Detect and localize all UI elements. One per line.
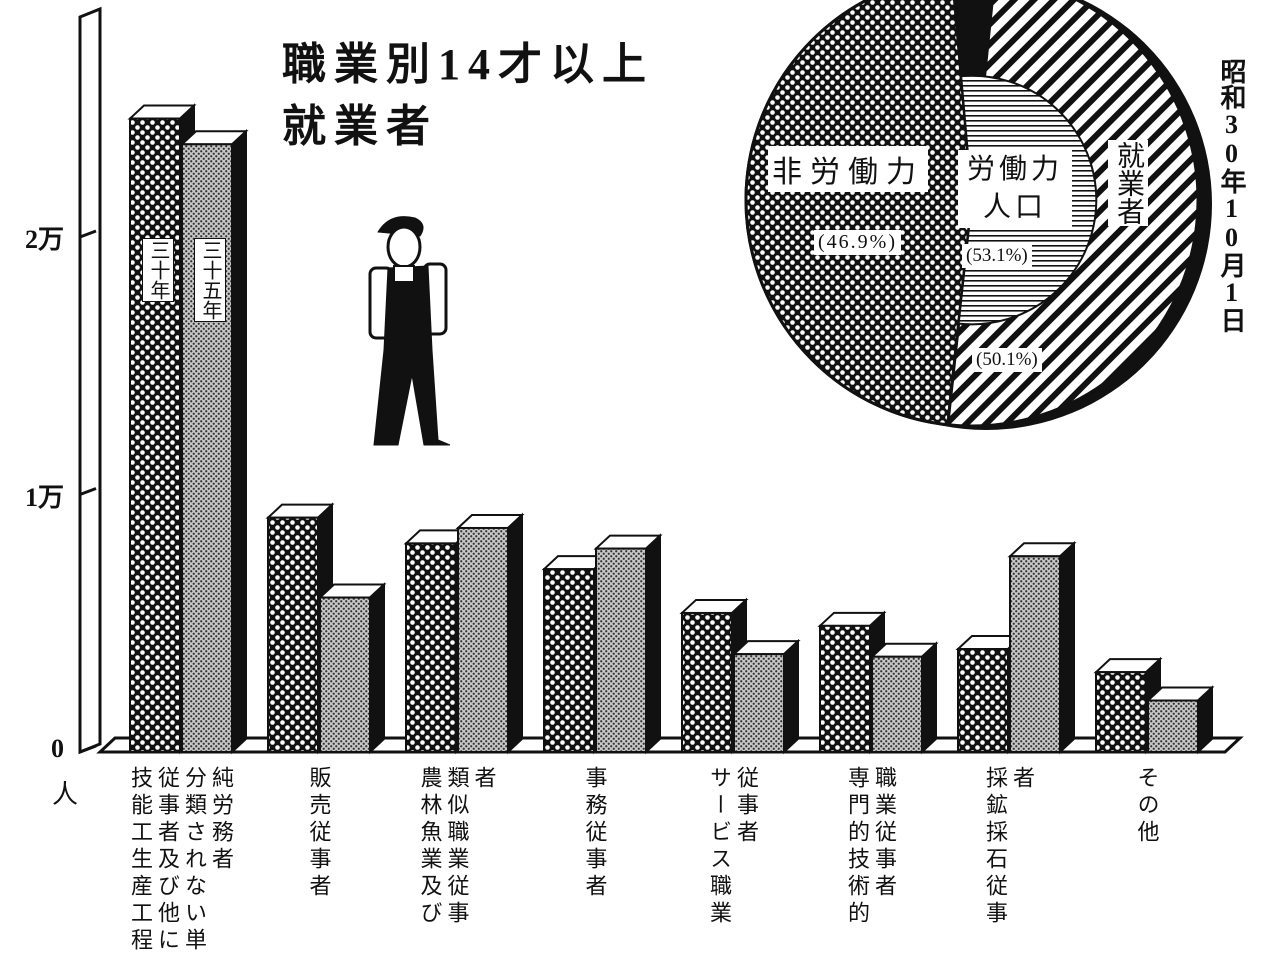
bar xyxy=(819,624,871,754)
bar xyxy=(457,526,509,753)
bar xyxy=(1147,699,1199,753)
bar xyxy=(181,143,233,754)
tick-mark xyxy=(79,744,97,754)
bar xyxy=(733,653,785,754)
x-tick-label: 専門的技術的職業従事者 xyxy=(845,766,897,928)
x-tick-label: 技能工生産工程従事者及び他に分類されない単純労務者 xyxy=(128,766,234,955)
bar xyxy=(1009,555,1061,753)
bar xyxy=(405,542,457,753)
y-tick-label: 2万 xyxy=(24,225,64,254)
date-label: 昭和30年10月1日 xyxy=(1217,58,1246,333)
bar-side xyxy=(369,582,385,755)
legend-label: 三十五年 xyxy=(194,238,226,322)
bar-side xyxy=(645,533,661,755)
legend-label: 三十年 xyxy=(142,238,174,302)
bar-side xyxy=(783,638,799,755)
x-tick-label: 採鉱採石従事者 xyxy=(983,766,1035,928)
bar xyxy=(595,547,647,754)
bar xyxy=(1095,671,1147,753)
x-tick-label: 事務従事者 xyxy=(582,766,608,901)
pie-value-label: (50.1%) xyxy=(972,348,1042,372)
tick-mark xyxy=(79,229,97,239)
bar xyxy=(129,117,181,754)
tick-mark xyxy=(79,487,97,496)
bar xyxy=(267,516,319,753)
pie-slice xyxy=(744,0,974,427)
y-axis-label: 人 xyxy=(52,780,79,809)
bar xyxy=(871,655,923,753)
pie-label: 労働力人口 xyxy=(958,150,1072,228)
bar-side xyxy=(1059,541,1075,755)
bar-side xyxy=(231,129,247,755)
chart-title: 職業別14才以上 xyxy=(282,40,654,89)
x-tick-label: 販売従事者 xyxy=(306,766,332,901)
bar xyxy=(319,596,371,753)
x-tick-label: サービス職業従事者 xyxy=(707,766,759,928)
y-tick-label: 1万 xyxy=(24,482,64,512)
bar-side xyxy=(507,512,523,755)
worker-figure xyxy=(368,216,451,446)
bar-side xyxy=(921,641,937,755)
bar xyxy=(543,568,595,753)
pie-label: 就業者 xyxy=(1108,140,1148,226)
bar xyxy=(957,648,1009,753)
y-tick-label: 0 xyxy=(51,734,64,763)
x-tick-label: その他 xyxy=(1134,766,1160,847)
x-tick-label: 農林魚業及び類似職業従事者 xyxy=(417,766,497,928)
pie-value-label: (46.9%) xyxy=(814,230,901,255)
chart-title: 就業者 xyxy=(282,102,438,151)
bar xyxy=(681,611,733,754)
axis-wall xyxy=(78,6,102,755)
pie-label: 非労働力 xyxy=(768,146,928,192)
pie-value-label: (53.1%) xyxy=(962,244,1032,268)
